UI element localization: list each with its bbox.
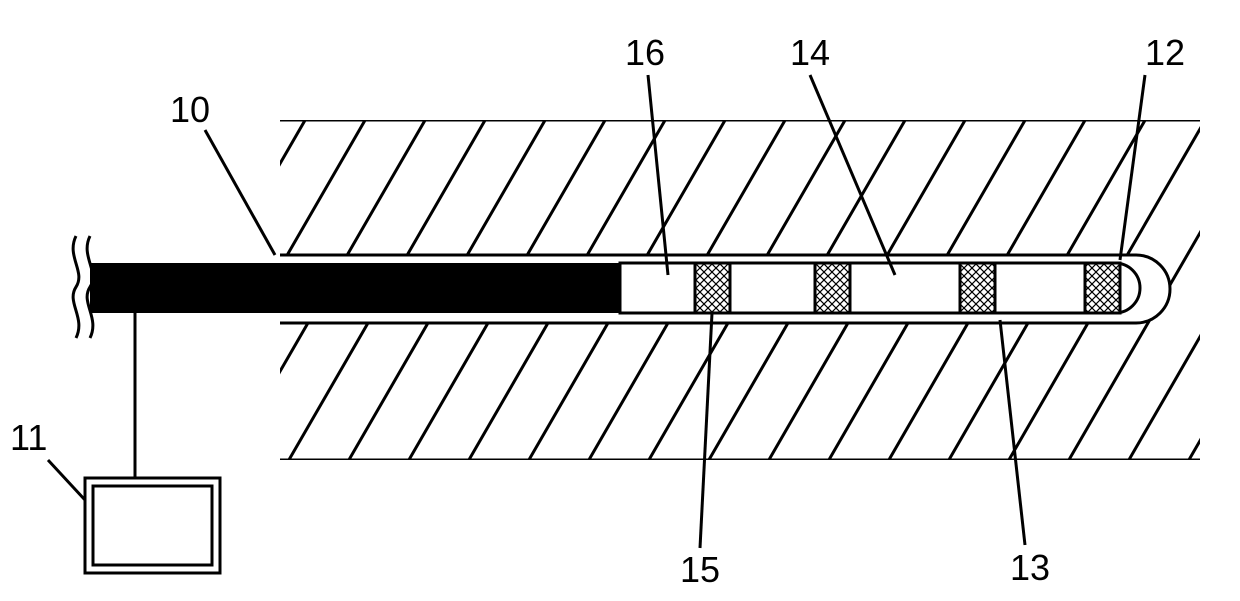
sensor-3 xyxy=(960,263,995,313)
label-l15: 15 xyxy=(680,549,720,590)
label-l12: 12 xyxy=(1145,32,1185,73)
label-l13: 13 xyxy=(1010,547,1050,588)
leader-l15 xyxy=(700,313,712,548)
probe-cable-body xyxy=(90,263,620,313)
label-l14: 14 xyxy=(790,32,830,73)
label-l16: 16 xyxy=(625,32,665,73)
leader-l10 xyxy=(205,130,275,255)
leader-l13 xyxy=(1000,320,1025,545)
leader-l16 xyxy=(648,75,668,275)
leader-l14 xyxy=(810,75,895,275)
label-l11: 11 xyxy=(10,417,47,458)
sensor-2 xyxy=(815,263,850,313)
label-l10: 10 xyxy=(170,89,210,130)
leader-l11 xyxy=(48,460,85,500)
break-line-left-2 xyxy=(73,236,79,338)
monitor-inner xyxy=(93,486,212,565)
sensor-1 xyxy=(695,263,730,313)
sensor-4 xyxy=(1085,263,1120,313)
diagram-canvas: 10 11 12 13 14 15 16 xyxy=(0,0,1240,601)
